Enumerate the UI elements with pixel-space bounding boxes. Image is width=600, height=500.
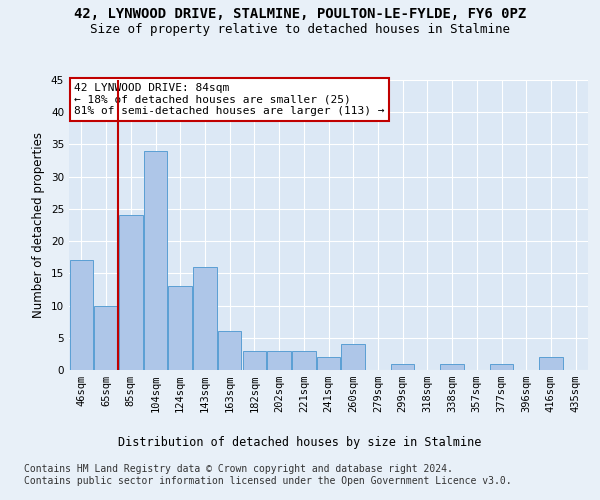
Bar: [440, 364, 464, 370]
Bar: [242, 350, 266, 370]
Bar: [317, 357, 340, 370]
Bar: [144, 151, 167, 370]
Y-axis label: Number of detached properties: Number of detached properties: [32, 132, 46, 318]
Bar: [268, 350, 291, 370]
Bar: [70, 260, 93, 370]
Bar: [193, 267, 217, 370]
Bar: [218, 332, 241, 370]
Bar: [169, 286, 192, 370]
Bar: [341, 344, 365, 370]
Bar: [490, 364, 513, 370]
Bar: [391, 364, 415, 370]
Bar: [292, 350, 316, 370]
Bar: [539, 357, 563, 370]
Text: 42 LYNWOOD DRIVE: 84sqm
← 18% of detached houses are smaller (25)
81% of semi-de: 42 LYNWOOD DRIVE: 84sqm ← 18% of detache…: [74, 83, 385, 116]
Bar: [119, 216, 143, 370]
Text: Contains HM Land Registry data © Crown copyright and database right 2024.
Contai: Contains HM Land Registry data © Crown c…: [24, 464, 512, 485]
Text: 42, LYNWOOD DRIVE, STALMINE, POULTON-LE-FYLDE, FY6 0PZ: 42, LYNWOOD DRIVE, STALMINE, POULTON-LE-…: [74, 8, 526, 22]
Bar: [94, 306, 118, 370]
Text: Size of property relative to detached houses in Stalmine: Size of property relative to detached ho…: [90, 22, 510, 36]
Text: Distribution of detached houses by size in Stalmine: Distribution of detached houses by size …: [118, 436, 482, 449]
